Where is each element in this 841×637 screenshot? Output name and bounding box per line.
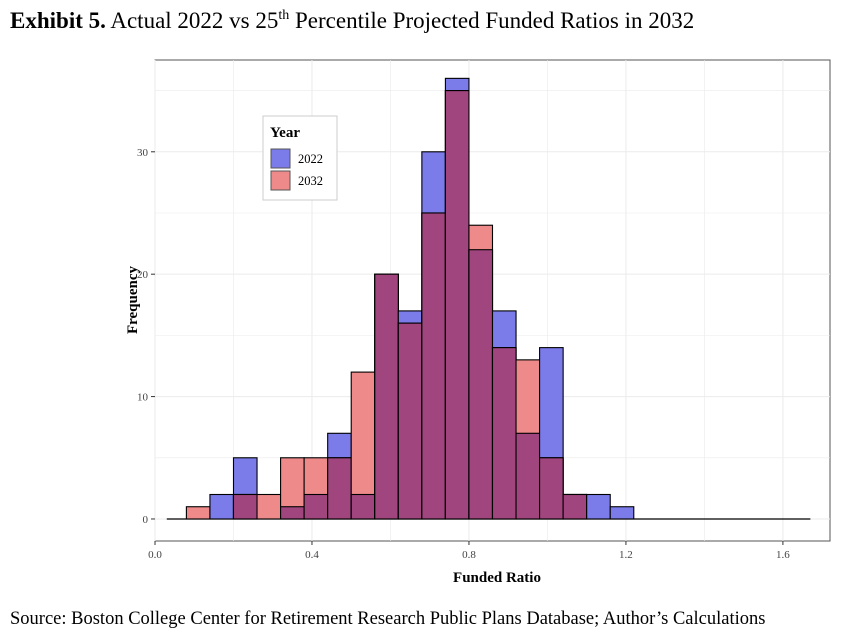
bar-2022 (586, 493, 611, 520)
x-tick-label: 0.8 (462, 549, 476, 561)
bar-2022 (209, 493, 235, 520)
legend-key-2032 (270, 170, 291, 191)
title-pre: Actual 2022 vs 25 (110, 8, 279, 33)
x-tick-label: 1.6 (776, 549, 790, 561)
bar-overlap (397, 322, 423, 520)
bar-overlap (491, 347, 517, 520)
histogram-bars (166, 77, 811, 520)
funded-ratio-histogram: 0.0 0.4 0.8 1.2 1.6 0 10 20 30 Funded Ratio Freq… (125, 59, 831, 586)
title-superscript: th (278, 8, 290, 23)
y-axis-label: Frequency (125, 265, 141, 334)
bar-2022 (609, 506, 635, 520)
bar-overlap (562, 493, 588, 520)
legend-label-2022: 2022 (298, 152, 323, 166)
bar-2032 (256, 493, 282, 520)
y-tick-label: 10 (137, 392, 149, 404)
bar-overlap (327, 457, 352, 520)
bar-overlap (421, 212, 446, 520)
legend-title: Year (270, 125, 300, 141)
bar-overlap (539, 457, 564, 520)
bar-overlap (303, 493, 329, 520)
y-tick-label: 20 (137, 269, 149, 281)
source-note: Source: Boston College Center for Retire… (10, 609, 766, 629)
x-axis-label: Funded Ratio (453, 570, 541, 586)
x-tick-label: 0.4 (305, 549, 319, 561)
y-tick-label: 30 (137, 147, 149, 159)
bar-overlap (468, 249, 494, 520)
bar-overlap (374, 273, 399, 520)
y-tick-label: 0 (143, 514, 149, 526)
legend-label-2032: 2032 (298, 174, 323, 188)
bar-2032 (185, 506, 211, 520)
bar-overlap (232, 493, 258, 520)
x-tick-label: 1.2 (619, 549, 633, 561)
legend-key-2022 (270, 148, 291, 169)
bar-overlap (444, 90, 470, 520)
axes: 0.0 0.4 0.8 1.2 1.6 0 10 20 30 (137, 147, 790, 561)
exhibit-title: Exhibit 5. Actual 2022 vs 25th Percentil… (10, 8, 694, 34)
title-post: Percentile Projected Funded Ratios in 20… (295, 8, 695, 33)
legend: Year 2022 2032 (262, 115, 338, 201)
exhibit-label: Exhibit 5. (10, 8, 106, 33)
x-tick-label: 0.0 (148, 549, 162, 561)
bar-overlap (350, 493, 376, 520)
bar-overlap (280, 506, 305, 520)
bar-overlap (515, 432, 541, 520)
